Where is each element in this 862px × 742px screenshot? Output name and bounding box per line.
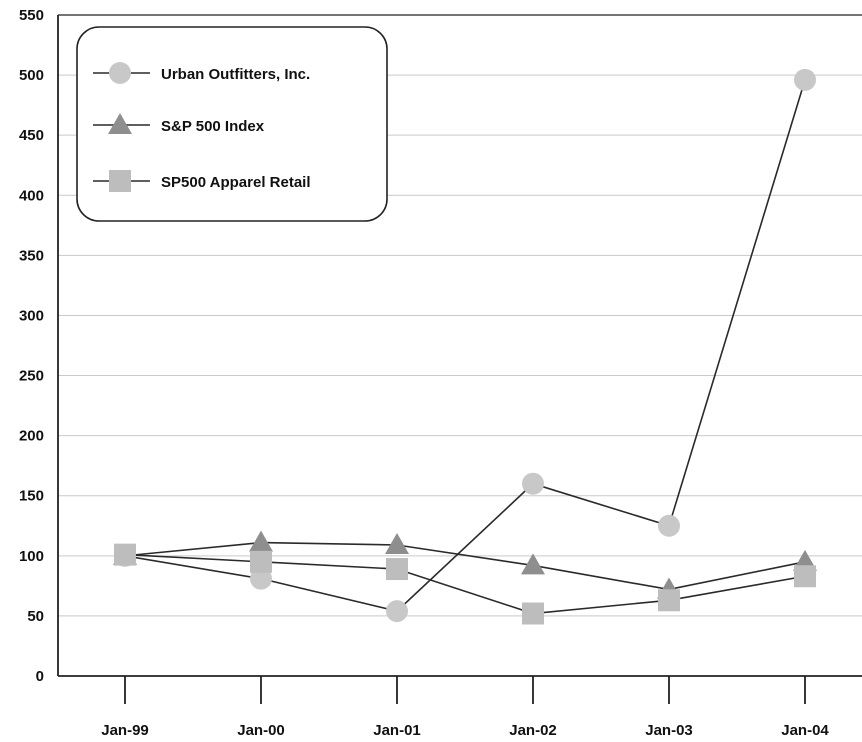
y-tick-label: 350 (19, 247, 44, 264)
y-tick-label: 200 (19, 428, 44, 445)
legend-label: Urban Outfitters, Inc. (161, 66, 310, 83)
legend-item: S&P 500 Index (93, 113, 265, 135)
data-point-square (114, 543, 136, 566)
data-point-square (250, 550, 272, 573)
series-line (124, 553, 806, 615)
x-tick-label: Jan-02 (509, 722, 557, 739)
series-markers-triangle (113, 530, 817, 599)
legend-item: SP500 Apparel Retail (93, 170, 311, 192)
data-point-square (794, 565, 816, 588)
data-point-circle (658, 514, 680, 537)
data-point-circle (794, 68, 816, 91)
data-point-triangle (521, 553, 545, 575)
series-group (113, 68, 817, 625)
y-tick-label: 0 (36, 668, 44, 685)
legend-box (76, 26, 388, 222)
data-point-square (386, 558, 408, 581)
x-tick-label: Jan-03 (645, 722, 693, 739)
data-point-triangle (385, 533, 409, 555)
y-tick-label: 150 (19, 488, 44, 505)
series-circle (124, 79, 806, 612)
series-markers-square (114, 543, 816, 625)
series-square (124, 553, 806, 615)
legend: Urban Outfitters, Inc. S&P 500 Index SP500… (76, 26, 388, 222)
x-tick-label: Jan-04 (781, 722, 829, 739)
y-tick-label: 100 (19, 548, 44, 565)
x-axis-ticks: Jan-99 Jan-00 Jan-01 Jan-02 Jan-03 Jan-04 (101, 676, 829, 739)
data-point-circle (386, 600, 408, 623)
axes (57, 14, 862, 677)
legend-marker-triangle (108, 113, 132, 134)
y-tick-label: 300 (19, 307, 44, 324)
legend-item: Urban Outfitters, Inc. (93, 62, 310, 84)
legend-label: SP500 Apparel Retail (161, 174, 311, 191)
series-triangle (124, 541, 806, 591)
y-tick-label: 500 (19, 67, 44, 84)
y-tick-label: 550 (19, 7, 44, 24)
y-tick-label: 50 (27, 608, 44, 625)
data-point-circle (522, 472, 544, 495)
x-tick-label: Jan-99 (101, 722, 149, 739)
x-tick-label: Jan-01 (373, 722, 421, 739)
data-point-square (658, 589, 680, 612)
data-point-triangle (249, 530, 273, 552)
data-point-square (522, 602, 544, 625)
x-tick-label: Jan-00 (237, 722, 285, 739)
legend-label: S&P 500 Index (161, 118, 265, 135)
y-tick-label: 400 (19, 187, 44, 204)
legend-marker-square (109, 170, 131, 192)
data-point-circle (250, 567, 272, 590)
series-line (124, 79, 806, 612)
y-tick-label: 450 (19, 127, 44, 144)
y-tick-label: 250 (19, 368, 44, 385)
series-line (124, 541, 806, 591)
legend-marker-circle (109, 62, 131, 84)
y-axis-ticks: 0 50 100 150 200 250 300 350 400 450 500 550 (19, 7, 44, 685)
